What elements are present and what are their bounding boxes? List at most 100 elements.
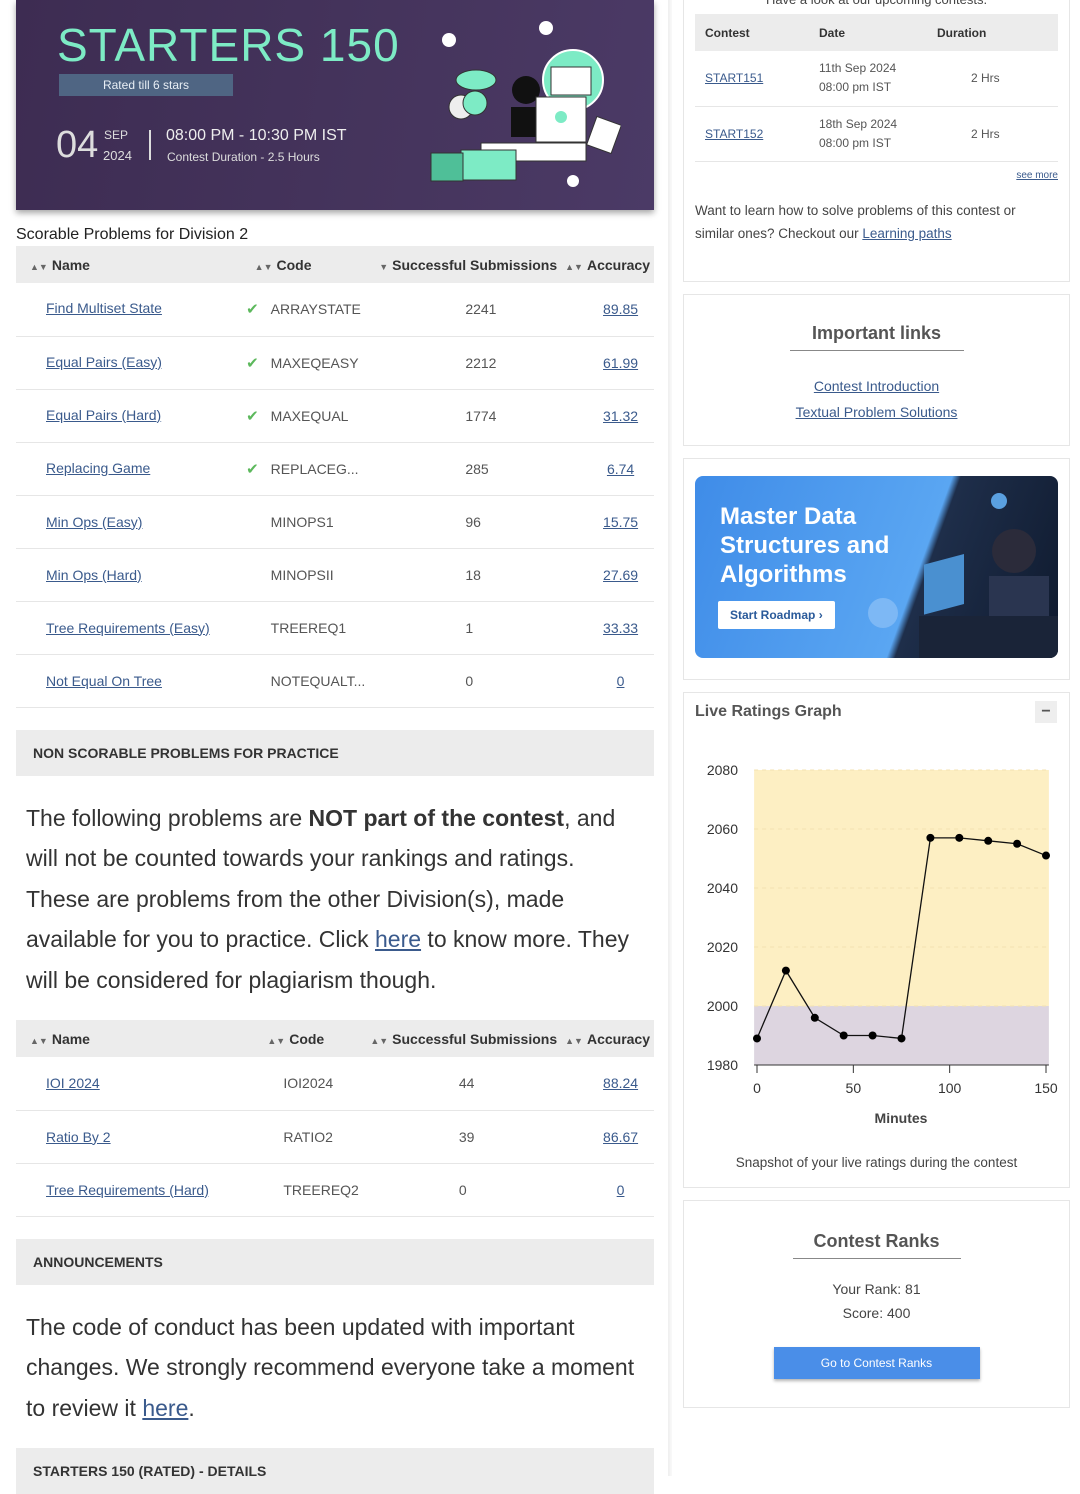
coder-illustration-icon bbox=[919, 493, 1058, 658]
submissions-cell: 44 bbox=[362, 1057, 562, 1111]
contest-cell: START151 bbox=[695, 51, 815, 107]
problem-link[interactable]: Tree Requirements (Hard) bbox=[46, 1181, 209, 1198]
textual-solutions-link[interactable]: Textual Problem Solutions bbox=[795, 404, 958, 420]
code-cell: MINOPS1 bbox=[250, 495, 370, 549]
accuracy-cell: 27.69 bbox=[561, 548, 654, 602]
name-cell: Min Ops (Hard) bbox=[16, 548, 251, 602]
dsa-promo-banner[interactable]: Master Data Structures and Algorithms St… bbox=[695, 476, 1058, 658]
rated-badge: Rated till 6 stars bbox=[59, 74, 233, 96]
col-accuracy[interactable]: ▲▼ Accuracy bbox=[561, 246, 654, 283]
date: 18th Sep 2024 bbox=[819, 116, 898, 131]
sort-icon: ▲▼ bbox=[370, 1035, 389, 1046]
rating-point bbox=[926, 833, 935, 842]
go-to-ranks-button[interactable]: Go to Contest Ranks bbox=[773, 1347, 980, 1379]
accuracy-link[interactable]: 0 bbox=[616, 1181, 625, 1198]
know-more-link[interactable]: here bbox=[375, 926, 422, 952]
learning-paths-link[interactable]: Learning paths bbox=[862, 225, 952, 241]
main-column: STARTERS 150 Rated till 6 stars 04 SEP 2… bbox=[16, 0, 654, 1494]
accuracy-cell: 15.75 bbox=[561, 495, 654, 549]
accuracy-link[interactable]: 31.32 bbox=[603, 407, 639, 424]
start-roadmap-button[interactable]: Start Roadmap › bbox=[718, 601, 835, 629]
time: 08:00 pm IST bbox=[819, 135, 892, 150]
accuracy-link[interactable]: 15.75 bbox=[603, 513, 639, 530]
contest-link[interactable]: START152 bbox=[705, 126, 764, 141]
graph-title: Live Ratings Graph bbox=[695, 703, 842, 720]
accuracy-link[interactable]: 61.99 bbox=[603, 354, 639, 371]
problem-link[interactable]: Min Ops (Easy) bbox=[46, 513, 143, 530]
problem-link[interactable]: Equal Pairs (Easy) bbox=[46, 353, 162, 370]
accuracy-link[interactable]: 88.24 bbox=[603, 1075, 639, 1092]
col-code[interactable]: ▲▼ Code bbox=[250, 246, 370, 283]
accuracy-cell: 31.32 bbox=[561, 389, 654, 443]
y-tick-label: 2060 bbox=[707, 821, 738, 837]
contest-duration: Contest Duration - 2.5 Hours bbox=[167, 150, 320, 164]
your-rank: Your Rank: 81 bbox=[832, 1281, 921, 1297]
table-row: Replacing Game ✔ REPLACEG... 285 6.74 bbox=[16, 442, 654, 496]
accuracy-link[interactable]: 6.74 bbox=[606, 460, 635, 477]
name-cell: Replacing Game ✔ bbox=[16, 442, 259, 496]
col-submissions[interactable]: ▲▼ Successful Submissions bbox=[362, 1020, 562, 1057]
rating-point bbox=[868, 1031, 877, 1040]
y-tick-label: 1980 bbox=[707, 1057, 738, 1073]
accuracy-link[interactable]: 0 bbox=[616, 672, 625, 689]
col-name[interactable]: ▲▼ Name bbox=[16, 1020, 264, 1057]
date-cell: 11th Sep 2024 08:00 pm IST bbox=[815, 51, 933, 107]
accuracy-cell: 61.99 bbox=[561, 336, 654, 390]
code-of-conduct-link[interactable]: here bbox=[142, 1394, 189, 1421]
accuracy-link[interactable]: 27.69 bbox=[603, 566, 639, 583]
col-submissions[interactable]: ▼ Successful Submissions bbox=[369, 246, 562, 283]
code-cell: NOTEQUALT... bbox=[250, 654, 370, 708]
rating-point bbox=[1013, 839, 1022, 848]
y-tick-label: 2000 bbox=[707, 998, 738, 1014]
illustration-icon bbox=[430, 21, 621, 187]
separator bbox=[149, 130, 151, 160]
rating-point bbox=[955, 833, 964, 842]
rating-point bbox=[839, 1031, 848, 1040]
promo-title: Master Data Structures and Algorithms bbox=[720, 503, 890, 588]
collapse-button[interactable]: − bbox=[1035, 701, 1057, 723]
duration-cell: 2 Hrs bbox=[933, 106, 1058, 162]
problem-link[interactable]: Not Equal On Tree bbox=[46, 672, 162, 689]
upcoming-contests-card: Have a look at our upcoming contests. Co… bbox=[683, 0, 1070, 282]
nonscorable-heading: NON SCORABLE PROBLEMS FOR PRACTICE bbox=[16, 729, 654, 776]
col-name[interactable]: ▲▼ Name bbox=[16, 246, 251, 283]
rating-point bbox=[897, 1034, 906, 1043]
name-cell: Not Equal On Tree bbox=[16, 654, 251, 708]
time: 08:00 pm IST bbox=[819, 80, 892, 95]
submissions-cell: 2212 bbox=[369, 336, 562, 390]
solved-check-icon: ✔ bbox=[246, 407, 259, 425]
problem-link[interactable]: Replacing Game bbox=[46, 459, 151, 476]
code-cell: IOI2024 bbox=[263, 1057, 363, 1111]
upcoming-table: Contest Date Duration START151 11th Sep 2… bbox=[695, 14, 1058, 162]
name-cell: Tree Requirements (Easy) bbox=[16, 601, 251, 655]
contest-banner: STARTERS 150 Rated till 6 stars 04 SEP 2… bbox=[16, 0, 654, 210]
table-row: START152 18th Sep 2024 08:00 pm IST 2 Hrs bbox=[695, 106, 1058, 162]
contest-link[interactable]: START151 bbox=[705, 71, 764, 86]
y-tick-label: 2020 bbox=[707, 939, 738, 955]
col-duration: Duration bbox=[933, 14, 1058, 51]
see-more-link[interactable]: see more bbox=[1016, 169, 1058, 181]
accuracy-link[interactable]: 33.33 bbox=[603, 619, 639, 636]
col-code[interactable]: ▲▼ Code bbox=[263, 1020, 363, 1057]
problem-link[interactable]: Tree Requirements (Easy) bbox=[46, 619, 210, 636]
important-links-card: Important links Contest Introduction Tex… bbox=[683, 294, 1070, 446]
col-accuracy[interactable]: ▲▼ Accuracy bbox=[561, 1020, 654, 1057]
code-cell: MAXEQUAL bbox=[250, 389, 370, 443]
name-cell: Min Ops (Easy) bbox=[16, 495, 251, 549]
contest-time: 08:00 PM - 10:30 PM IST bbox=[166, 127, 347, 144]
nonscorable-text: The following problems are NOT part of t… bbox=[26, 804, 629, 993]
code-cell: MINOPSII bbox=[250, 548, 370, 602]
problem-link[interactable]: IOI 2024 bbox=[46, 1075, 100, 1092]
contest-introduction-link[interactable]: Contest Introduction bbox=[813, 378, 940, 394]
accuracy-link[interactable]: 86.67 bbox=[603, 1128, 639, 1145]
live-ratings-card: Live Ratings Graph − 2080 2060 2040 2020 200… bbox=[683, 692, 1070, 1188]
name-cell: IOI 2024 bbox=[16, 1057, 264, 1111]
sort-icon: ▲▼ bbox=[30, 1035, 48, 1046]
problem-link[interactable]: Min Ops (Hard) bbox=[46, 566, 142, 583]
problem-link[interactable]: Ratio By 2 bbox=[46, 1128, 111, 1145]
sort-icon: ▲▼ bbox=[565, 1035, 583, 1046]
problem-link[interactable]: Equal Pairs (Hard) bbox=[46, 406, 162, 423]
contest-month: SEP bbox=[104, 128, 129, 142]
problem-link[interactable]: Find Multiset State bbox=[46, 300, 162, 317]
accuracy-link[interactable]: 89.85 bbox=[603, 301, 639, 318]
